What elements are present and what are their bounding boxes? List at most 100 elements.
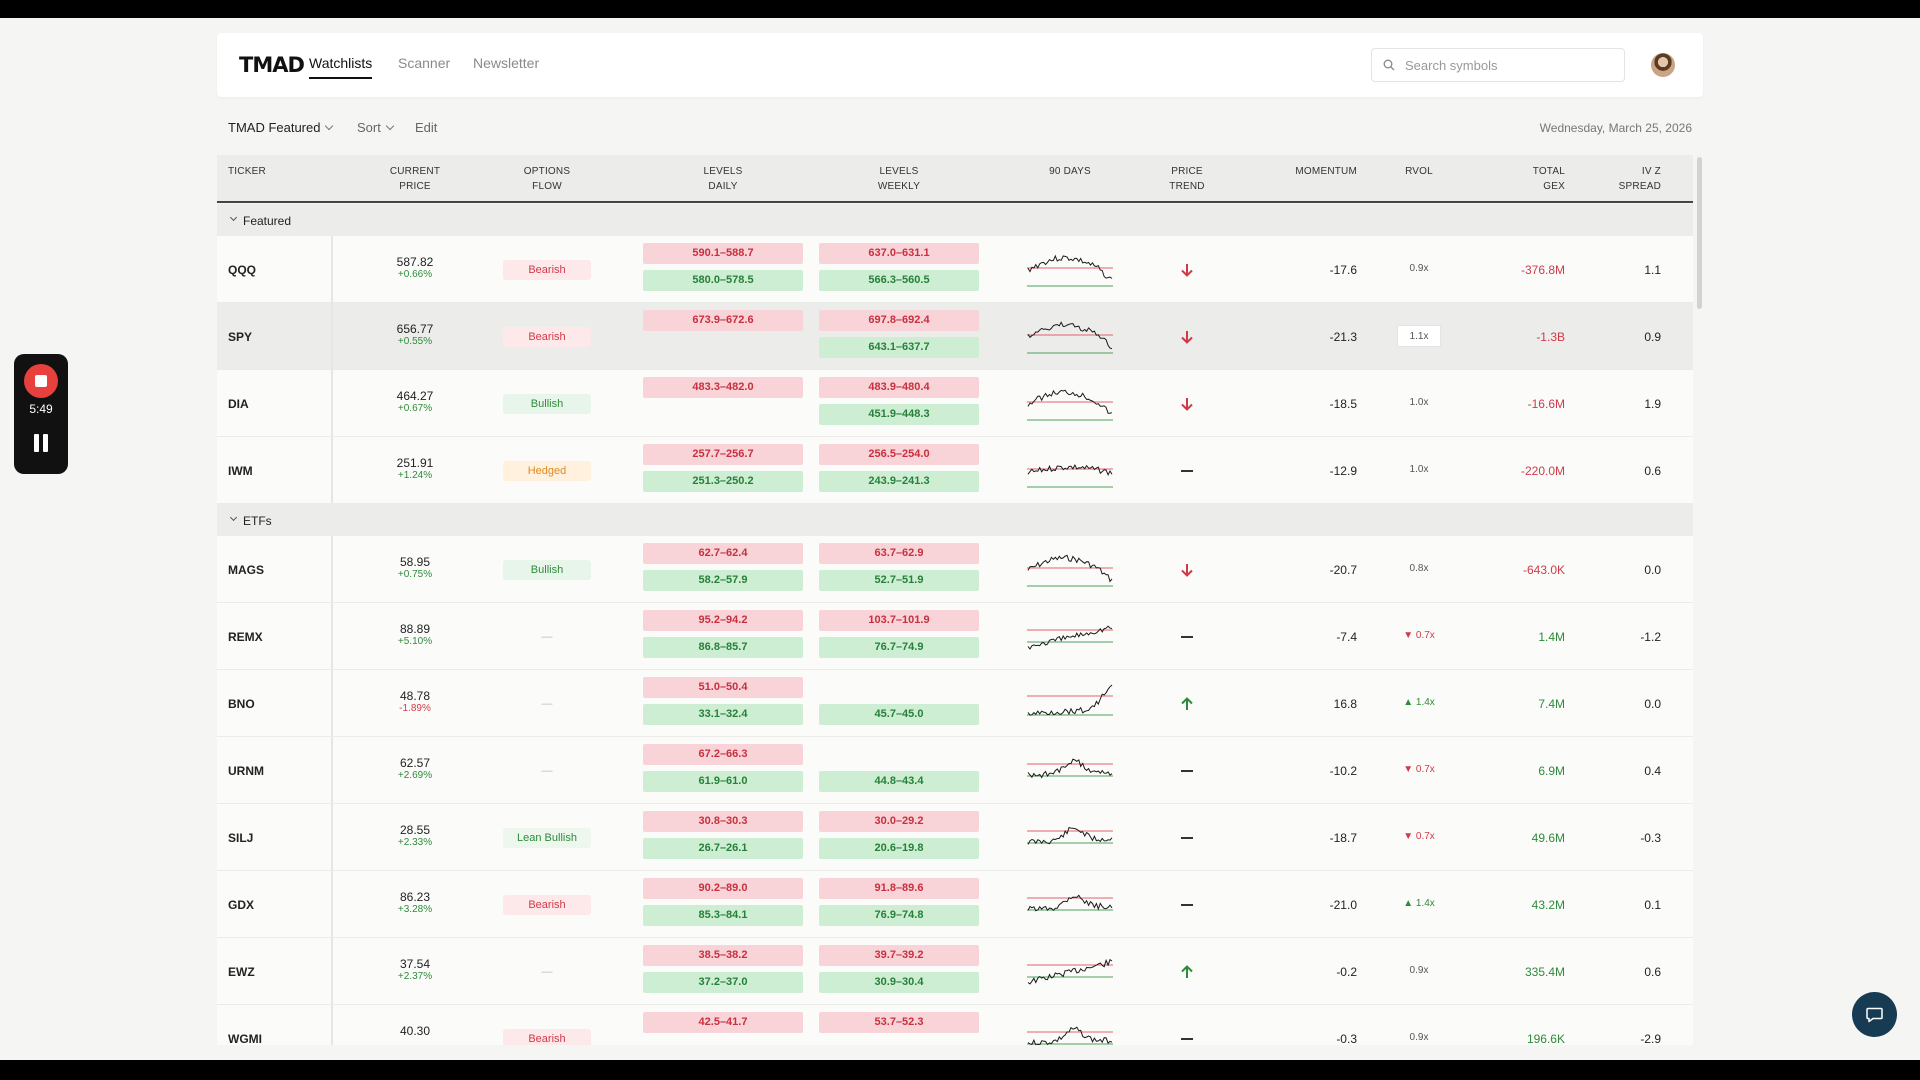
table-row[interactable]: EWZ 37.54 +2.37% — 38.5–38.2 37.2–37.0 39.7–39… xyxy=(217,938,1693,1005)
total-gex-value: 7.4M xyxy=(1538,697,1565,711)
weekly-support-level: 20.6–19.8 xyxy=(819,838,979,859)
ticker-symbol[interactable]: URNM xyxy=(228,764,264,778)
group-header-featured[interactable]: Featured xyxy=(217,204,1693,236)
avatar[interactable] xyxy=(1651,53,1675,77)
momentum-value: -18.5 xyxy=(1329,397,1357,411)
rvol-value: ▼ 0.7x xyxy=(1397,625,1441,647)
weekly-resistance-level: 91.8–89.6 xyxy=(819,878,979,899)
watchlist-name: TMAD Featured xyxy=(228,120,321,135)
watchlist-selector[interactable]: TMAD Featured xyxy=(228,120,334,135)
price-line xyxy=(1027,1026,1113,1045)
options-flow-badge: — xyxy=(541,631,553,643)
weekly-support-level: 52.7–51.9 xyxy=(819,570,979,591)
ticker-symbol[interactable]: REMX xyxy=(228,630,263,644)
current-price: 28.55 xyxy=(399,823,431,837)
ticker-symbol[interactable]: BNO xyxy=(228,697,255,711)
bottom-black-bar xyxy=(0,1060,1920,1080)
table-row[interactable]: BNO 48.78 -1.89% — 51.0–50.4 33.1–32.4 45.7–45… xyxy=(217,670,1693,737)
arrow-down-icon xyxy=(1181,331,1193,344)
chat-button[interactable] xyxy=(1852,992,1897,1037)
ticker-symbol[interactable]: DIA xyxy=(228,397,249,411)
col-price-trend[interactable]: PRICE TREND xyxy=(1169,166,1205,192)
pause-icon[interactable] xyxy=(33,434,49,452)
weekly-resistance-level: 103.7–101.9 xyxy=(819,610,979,631)
col-iv-z-spread[interactable]: IV Z SPREAD xyxy=(1618,166,1661,192)
iv-z-spread-value: 1.1 xyxy=(1644,263,1661,277)
col-total-gex[interactable]: TOTAL GEX xyxy=(1532,166,1565,192)
col-levels-daily[interactable]: LEVELS DAILY xyxy=(703,166,743,192)
table-row[interactable]: URNM 62.57 +2.69% — 67.2–66.3 61.9–61.0 44.8–4… xyxy=(217,737,1693,804)
ticker-symbol[interactable]: SILJ xyxy=(228,831,254,845)
options-flow-badge: Hedged xyxy=(503,461,591,481)
ticker-symbol[interactable]: SPY xyxy=(228,330,253,344)
daily-support-level: 61.9–61.0 xyxy=(643,771,803,792)
ticker-symbol[interactable]: MAGS xyxy=(228,563,264,577)
price-line xyxy=(1027,684,1113,716)
col-momentum[interactable]: MOMENTUM xyxy=(1295,166,1357,177)
ticker-column-divider xyxy=(331,603,333,669)
current-price: 37.54 xyxy=(399,957,431,971)
weekly-support-level: 643.1–637.7 xyxy=(819,337,979,358)
ticker-symbol[interactable]: GDX xyxy=(228,898,255,912)
col-90-days[interactable]: 90 DAYS xyxy=(1049,166,1091,177)
edit-button[interactable]: Edit xyxy=(415,120,438,135)
price-line xyxy=(1027,389,1113,414)
col-levels-weekly[interactable]: LEVELS WEEKLY xyxy=(877,166,921,192)
sort-dropdown[interactable]: Sort xyxy=(357,120,395,135)
table-row[interactable]: SILJ 28.55 +2.33% Lean Bullish 30.8–30.3 26.7… xyxy=(217,804,1693,871)
ticker-symbol[interactable]: QQQ xyxy=(228,263,257,277)
price-change: +5.10% xyxy=(397,636,433,647)
search-box[interactable] xyxy=(1371,48,1625,82)
top-black-bar xyxy=(0,0,1920,18)
rvol-text: 1.0x xyxy=(1409,464,1429,475)
table-row[interactable]: IWM 251.91 +1.24% Hedged 257.7–256.7 251.3–25… xyxy=(217,437,1693,504)
momentum-value: -0.3 xyxy=(1336,1032,1357,1045)
daily-resistance-level: 673.9–672.6 xyxy=(643,310,803,331)
daily-support-level: 37.2–37.0 xyxy=(643,972,803,993)
rvol-text: 0.7x xyxy=(1415,630,1435,641)
chevron-down-icon xyxy=(385,121,395,131)
ticker-column-divider xyxy=(331,938,333,1004)
total-gex-value: 196.6K xyxy=(1526,1032,1565,1045)
current-price: 58.95 xyxy=(399,555,431,569)
table-row[interactable]: DIA 464.27 +0.67% Bullish 483.3–482.0 483.9–4… xyxy=(217,370,1693,437)
price-line xyxy=(1027,321,1113,350)
rvol-text: 0.9x xyxy=(1409,965,1429,976)
logo[interactable]: TMAD xyxy=(239,53,305,77)
daily-support-level: 85.3–84.1 xyxy=(643,905,803,926)
table-row[interactable]: MAGS 58.95 +0.75% Bullish 62.7–62.4 58.2–57.9… xyxy=(217,536,1693,603)
tab-scanner[interactable]: Scanner xyxy=(398,55,451,71)
momentum-value: -0.2 xyxy=(1336,965,1357,979)
chat-icon xyxy=(1866,1007,1883,1023)
tab-watchlists[interactable]: Watchlists xyxy=(309,55,373,79)
total-gex-value: -220.0M xyxy=(1520,464,1565,478)
current-price: 62.57 xyxy=(399,756,431,770)
col-options-flow[interactable]: OPTIONS FLOW xyxy=(523,166,571,192)
price-line xyxy=(1027,625,1113,650)
sparkline-90-days xyxy=(1027,1026,1113,1045)
group-header-etfs[interactable]: ETFs xyxy=(217,504,1693,536)
stop-recording-button[interactable] xyxy=(24,364,58,398)
current-price: 656.77 xyxy=(396,322,434,336)
ticker-symbol[interactable]: WGMI xyxy=(228,1032,262,1045)
daily-resistance-level: 67.2–66.3 xyxy=(643,744,803,765)
ticker-symbol[interactable]: EWZ xyxy=(228,965,255,979)
table-row[interactable]: REMX 88.89 +5.10% — 95.2–94.2 86.8–85.7 103.7–… xyxy=(217,603,1693,670)
total-gex-value: -16.6M xyxy=(1527,397,1565,411)
table-row[interactable]: WGMI 40.30 Bearish 42.5–41.7 53.7–52.3 -0.3 0.… xyxy=(217,1005,1693,1045)
col-rvol[interactable]: RVOL xyxy=(1405,166,1433,177)
ticker-symbol[interactable]: IWM xyxy=(228,464,253,478)
col-current-price[interactable]: CURRENT PRICE xyxy=(389,166,441,192)
options-flow-badge: Bearish xyxy=(503,1029,591,1045)
watchlist-table: TICKER CURRENT PRICE OPTIONS FLOW LEVELS DA… xyxy=(217,155,1693,1045)
arrow-down-icon xyxy=(1181,398,1193,411)
price-line xyxy=(1027,827,1113,845)
search-input[interactable] xyxy=(1405,55,1615,75)
table-row[interactable]: GDX 86.23 +3.28% Bearish 90.2–89.0 85.3–84.1 9… xyxy=(217,871,1693,938)
table-row[interactable]: SPY 656.77 +0.55% Bearish 673.9–672.6 697.8–6… xyxy=(217,303,1693,370)
daily-support-level: 33.1–32.4 xyxy=(643,704,803,725)
tab-newsletter[interactable]: Newsletter xyxy=(473,55,540,71)
col-ticker[interactable]: TICKER xyxy=(228,166,266,177)
table-row[interactable]: QQQ 587.82 +0.66% Bearish 590.1–588.7 580.0–5… xyxy=(217,236,1693,303)
table-scrollbar[interactable] xyxy=(1697,157,1702,309)
